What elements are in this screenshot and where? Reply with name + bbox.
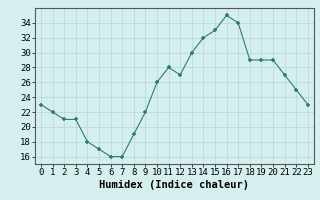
X-axis label: Humidex (Indice chaleur): Humidex (Indice chaleur) xyxy=(100,180,249,190)
